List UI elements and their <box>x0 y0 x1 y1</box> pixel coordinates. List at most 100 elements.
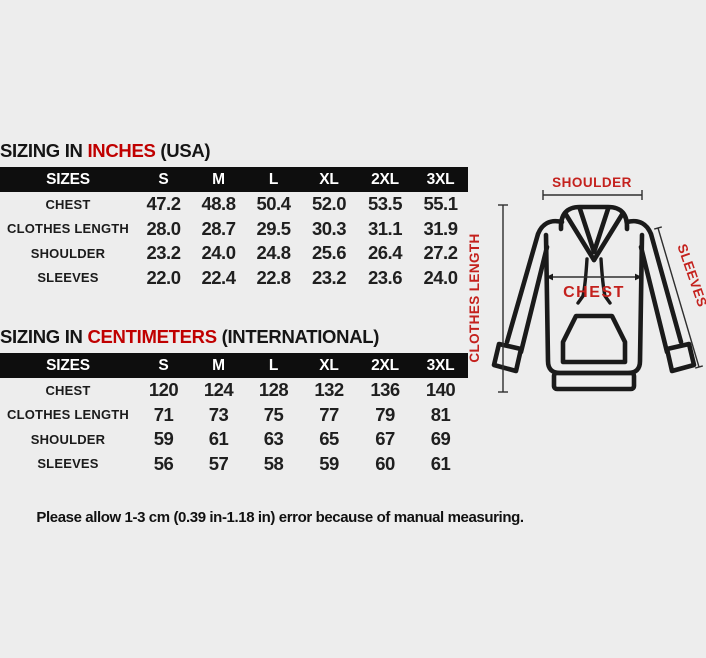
shoulder-measure-line <box>542 190 643 200</box>
size-value: 31.1 <box>367 217 403 239</box>
size-value: 23.2 <box>146 242 181 264</box>
title-accent: INCHES <box>87 140 156 161</box>
chest-measure-arrow <box>546 273 642 281</box>
title-prefix: SIZING IN <box>0 326 88 347</box>
size-value: 23.2 <box>311 266 347 288</box>
size-value: 132 <box>314 379 344 401</box>
size-value: 28.7 <box>201 217 236 239</box>
title-suffix: (INTERNATIONAL) <box>216 326 380 347</box>
row-label: SHOULDER <box>30 245 106 261</box>
size-value: 71 <box>153 403 174 425</box>
table-header-row: SIZES S M L XL 2XL 3XL <box>0 353 468 378</box>
size-value: 75 <box>263 403 284 425</box>
column-header: S <box>158 356 169 374</box>
size-value: 27.2 <box>423 242 458 264</box>
size-value: 26.4 <box>367 242 403 264</box>
size-value: 124 <box>203 379 234 401</box>
size-value: 79 <box>375 403 395 425</box>
measuring-tolerance-note: Please allow 1-3 cm (0.39 in-1.18 in) er… <box>36 509 524 526</box>
size-value: 57 <box>208 452 229 474</box>
column-header: 3XL <box>426 356 455 374</box>
row-label: CHEST <box>45 196 91 212</box>
size-value: 30.3 <box>311 217 347 239</box>
row-label: CLOTHES LENGTH <box>7 407 129 423</box>
column-header: M <box>212 356 225 374</box>
size-value: 63 <box>263 428 284 450</box>
table-row: SHOULDER 23.2 24.0 24.8 25.6 26.4 27.2 <box>0 241 468 266</box>
inches-table-title: SIZING IN INCHES (USA) <box>0 139 211 162</box>
size-value: 53.5 <box>367 193 403 215</box>
column-header: SIZES <box>46 170 90 188</box>
row-label: SLEEVES <box>37 270 99 286</box>
title-prefix: SIZING IN <box>0 140 88 161</box>
size-value: 56 <box>153 452 174 474</box>
sleeves-measure-line <box>654 226 703 369</box>
title-suffix: (USA) <box>155 140 211 161</box>
column-header: L <box>268 170 279 188</box>
table-header-row: SIZES S M L XL 2XL 3XL <box>0 167 468 192</box>
column-header: L <box>268 356 279 374</box>
size-value: 61 <box>208 428 229 450</box>
clothes-length-label: CLOTHES LENGTH <box>467 233 482 362</box>
drawstrings-icon <box>576 257 612 305</box>
size-value: 140 <box>425 379 456 401</box>
column-header: M <box>212 170 225 188</box>
chest-label: CHEST <box>563 284 625 301</box>
size-value: 67 <box>375 428 395 450</box>
size-value: 50.4 <box>256 193 291 215</box>
size-value: 48.8 <box>201 193 236 215</box>
size-value: 52.0 <box>311 193 347 215</box>
size-value: 23.6 <box>367 266 403 288</box>
table-row: SLEEVES 22.0 22.4 22.8 23.2 23.6 24.0 <box>0 266 468 291</box>
size-value: 69 <box>430 428 451 450</box>
table-row: CHEST 47.2 48.8 50.4 52.0 53.5 55.1 <box>0 192 468 217</box>
hoodie-outline-icon <box>491 204 697 392</box>
size-value: 128 <box>258 379 289 401</box>
cm-table-title: SIZING IN CENTIMETERS (INTERNATIONAL) <box>0 325 379 348</box>
row-label: CHEST <box>45 382 91 398</box>
row-label: SLEEVES <box>37 456 99 472</box>
size-value: 22.8 <box>256 266 291 288</box>
shoulder-label: SHOULDER <box>552 175 632 190</box>
column-header: 2XL <box>371 170 399 188</box>
size-value: 25.6 <box>311 242 347 264</box>
column-header: S <box>158 170 169 188</box>
table-row: CHEST 120 124 128 132 136 140 <box>0 378 468 403</box>
size-value: 24.8 <box>256 242 291 264</box>
column-header: SIZES <box>46 356 90 374</box>
column-header: 2XL <box>371 356 399 374</box>
title-accent: CENTIMETERS <box>87 326 217 347</box>
column-header: 3XL <box>426 170 455 188</box>
size-value: 61 <box>430 452 451 474</box>
table-row: SHOULDER 59 61 63 65 67 69 <box>0 427 468 452</box>
size-value: 77 <box>319 403 339 425</box>
row-label: SHOULDER <box>30 431 106 447</box>
size-value: 22.0 <box>146 266 181 288</box>
size-value: 22.4 <box>201 266 236 288</box>
column-header: XL <box>319 356 339 374</box>
size-value: 31.9 <box>423 217 458 239</box>
size-value: 28.0 <box>146 217 181 239</box>
size-value: 81 <box>430 403 451 425</box>
size-value: 55.1 <box>423 193 458 215</box>
size-value: 58 <box>263 452 284 474</box>
size-value: 120 <box>148 379 179 401</box>
size-value: 136 <box>370 379 400 401</box>
table-row: CLOTHES LENGTH 71 73 75 77 79 81 <box>0 403 468 428</box>
size-value: 59 <box>153 428 174 450</box>
column-header: XL <box>319 170 339 188</box>
sizing-table-centimeters: SIZES S M L XL 2XL 3XL CHEST 120 124 128… <box>0 353 468 476</box>
size-value: 47.2 <box>146 193 181 215</box>
table-row: CLOTHES LENGTH 28.0 28.7 29.5 30.3 31.1 … <box>0 217 468 242</box>
size-value: 65 <box>319 428 339 450</box>
size-value: 29.5 <box>256 217 291 239</box>
sizing-table-inches: SIZES S M L XL 2XL 3XL CHEST 47.2 48.8 5… <box>0 167 468 290</box>
size-value: 24.0 <box>201 242 236 264</box>
size-value: 60 <box>375 452 395 474</box>
hoodie-measurement-diagram: SHOULDER CLOTHES LENGTH SLEEVES CHEST <box>467 175 706 393</box>
size-value: 73 <box>208 403 229 425</box>
size-value: 59 <box>319 452 339 474</box>
clothes-length-measure-line <box>498 204 508 393</box>
table-row: SLEEVES 56 57 58 59 60 61 <box>0 452 468 477</box>
